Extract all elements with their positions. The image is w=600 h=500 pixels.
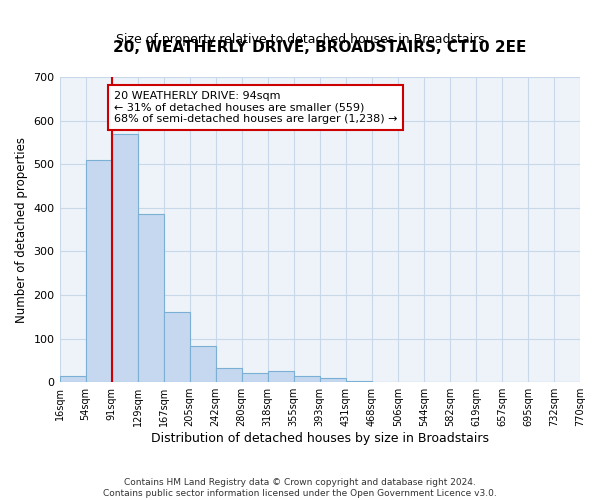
Y-axis label: Number of detached properties: Number of detached properties (15, 136, 28, 322)
Text: Size of property relative to detached houses in Broadstairs: Size of property relative to detached ho… (116, 32, 484, 46)
Bar (112, 134, 137, 382)
Bar (320, 378, 346, 382)
Bar (294, 376, 320, 382)
X-axis label: Distribution of detached houses by size in Broadstairs: Distribution of detached houses by size … (151, 432, 489, 445)
Bar (242, 372, 268, 382)
Text: Contains HM Land Registry data © Crown copyright and database right 2024.
Contai: Contains HM Land Registry data © Crown c… (103, 478, 497, 498)
Bar (164, 312, 190, 382)
Bar (86, 160, 112, 382)
Bar (268, 372, 294, 382)
Text: 20 WEATHERLY DRIVE: 94sqm
← 31% of detached houses are smaller (559)
68% of semi: 20 WEATHERLY DRIVE: 94sqm ← 31% of detac… (113, 91, 397, 124)
Bar (215, 368, 242, 382)
Title: 20, WEATHERLY DRIVE, BROADSTAIRS, CT10 2EE: 20, WEATHERLY DRIVE, BROADSTAIRS, CT10 2… (113, 40, 526, 55)
Bar (137, 214, 164, 382)
Bar (190, 346, 215, 382)
Bar (59, 376, 86, 382)
